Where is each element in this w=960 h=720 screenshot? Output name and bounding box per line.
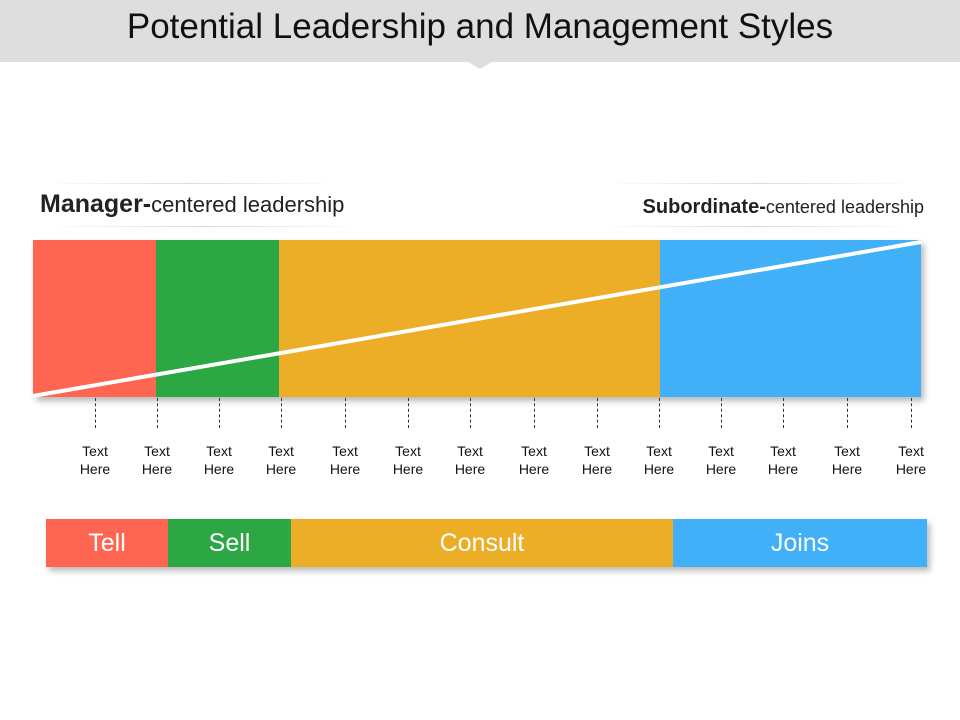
tick-label-line2: Here xyxy=(203,461,235,477)
right-heading-shade-top xyxy=(600,183,920,184)
right-heading-shade-bottom xyxy=(590,226,920,227)
tick-line xyxy=(659,398,660,428)
style-tell: Tell xyxy=(46,519,168,567)
tick-label-line1: Text xyxy=(82,443,108,459)
tick-label-line2: Here xyxy=(643,461,675,477)
left-heading-shade-bottom xyxy=(40,226,370,227)
subordinate-heading-bold: Subordinate- xyxy=(642,196,766,218)
tick-line xyxy=(783,398,784,428)
style-joins: Joins xyxy=(673,519,927,567)
tick-label-line1: Text xyxy=(770,443,796,459)
band-segment-tell xyxy=(33,240,156,397)
tick-label: Text Here xyxy=(881,442,941,478)
tick-label: Text Here xyxy=(629,442,689,478)
subordinate-heading-rest: centered leadership xyxy=(765,197,924,217)
tick-label: Text Here xyxy=(691,442,751,478)
tick-label-line1: Text xyxy=(332,443,358,459)
tick-label: Text Here xyxy=(189,442,249,478)
tick-label-line2: Here xyxy=(265,461,297,477)
tick-label: Text Here xyxy=(378,442,438,478)
manager-centered-heading: Manager-centered leadership xyxy=(40,190,344,219)
tick-line xyxy=(534,398,535,428)
tick-label-line1: Text xyxy=(708,443,734,459)
tick-label-line2: Here xyxy=(392,461,424,477)
tick-label-line1: Text xyxy=(395,443,421,459)
tick-label: Text Here xyxy=(817,442,877,478)
tick-label: Text Here xyxy=(753,442,813,478)
tick-line xyxy=(408,398,409,428)
tick-label: Text Here xyxy=(504,442,564,478)
tick-line xyxy=(721,398,722,428)
freedom-diagonal-line xyxy=(32,240,922,398)
tick-label-line2: Here xyxy=(895,461,927,477)
tick-line xyxy=(281,398,282,428)
tick-line xyxy=(597,398,598,428)
tick-label: Text Here xyxy=(251,442,311,478)
style-sell: Sell xyxy=(168,519,291,567)
tick-label-line2: Here xyxy=(831,461,863,477)
tick-label-line1: Text xyxy=(206,443,232,459)
tick-label-line1: Text xyxy=(457,443,483,459)
style-consult: Consult xyxy=(291,519,673,567)
tick-label-line1: Text xyxy=(834,443,860,459)
tick-label-line2: Here xyxy=(518,461,550,477)
tick-label: Text Here xyxy=(65,442,125,478)
tick-label-line1: Text xyxy=(268,443,294,459)
tick-label: Text Here xyxy=(127,442,187,478)
tick-line xyxy=(157,398,158,428)
tick-line xyxy=(847,398,848,428)
manager-heading-bold: Manager- xyxy=(40,190,152,218)
tick-label-line2: Here xyxy=(581,461,613,477)
tick-label: Text Here xyxy=(440,442,500,478)
left-heading-shade-top xyxy=(40,183,340,184)
page-title: Potential Leadership and Management Styl… xyxy=(126,7,834,46)
tick-label-line1: Text xyxy=(646,443,672,459)
tick-line xyxy=(219,398,220,428)
tick-label-line1: Text xyxy=(144,443,170,459)
tick-label-line2: Here xyxy=(329,461,361,477)
tick-label-line1: Text xyxy=(898,443,924,459)
tick-label: Text Here xyxy=(567,442,627,478)
tick-line xyxy=(470,398,471,428)
title-bar xyxy=(0,0,960,69)
diagonal-line xyxy=(32,240,922,398)
tick-line xyxy=(911,398,912,428)
style-bar: Tell Sell Consult Joins xyxy=(46,519,927,567)
tick-line xyxy=(345,398,346,428)
tick-label-line2: Here xyxy=(454,461,486,477)
tick-label: Text Here xyxy=(315,442,375,478)
tick-label-line2: Here xyxy=(79,461,111,477)
manager-heading-rest: centered leadership xyxy=(151,192,345,217)
tick-label-line1: Text xyxy=(584,443,610,459)
tick-label-line2: Here xyxy=(141,461,173,477)
tick-label-line1: Text xyxy=(521,443,547,459)
tick-label-line2: Here xyxy=(705,461,737,477)
tick-label-line2: Here xyxy=(767,461,799,477)
subordinate-centered-heading: Subordinate-centered leadership xyxy=(643,196,924,219)
tick-line xyxy=(95,398,96,428)
